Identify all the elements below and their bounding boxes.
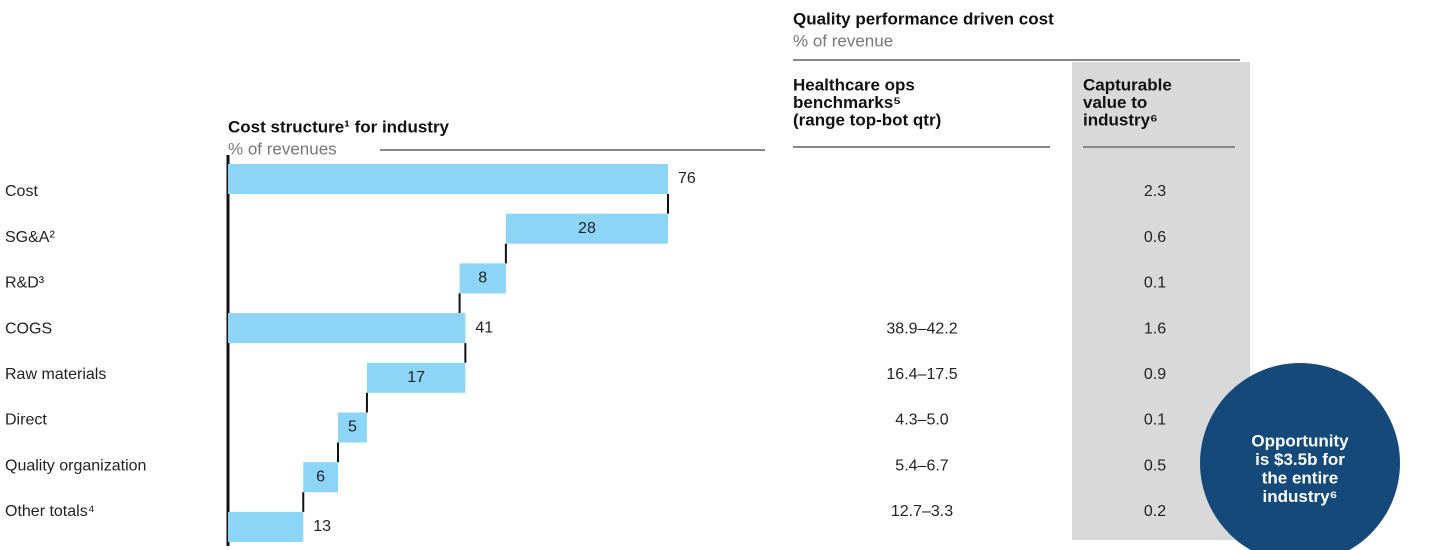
capturable-cell: 1.6 [1144,320,1166,337]
capturable-cell: 0.6 [1144,229,1166,246]
category-label: Cost [5,183,38,200]
value-label: 76 [678,170,696,187]
value-label: 6 [316,468,325,485]
column-header: benchmarks⁵ [793,93,901,112]
bar [228,164,668,194]
value-label: 41 [475,319,493,336]
capturable-cell: 0.5 [1144,457,1166,474]
bar [228,511,304,542]
callout-text: is $3.5b for [1255,450,1345,469]
category-label: COGS [5,320,52,337]
capturable-cell: 2.3 [1144,183,1166,200]
value-label: 5 [348,419,357,436]
callout-text: industry⁶ [1263,487,1338,506]
category-label: R&D³ [5,275,45,292]
bar [366,362,466,393]
category-label: Raw materials [5,366,106,383]
bar [505,213,668,244]
capturable-cell: 0.1 [1144,412,1166,429]
benchmark-cell: 12.7–3.3 [891,503,953,520]
bar [303,462,338,493]
value-label: 28 [578,220,596,237]
category-label: Direct [5,412,47,429]
chart-title: Cost structure¹ for industry [228,117,450,136]
column-header: value to [1083,93,1147,112]
bar [338,412,367,443]
callout-circle [1200,363,1400,550]
category-label: Other totals⁴ [5,503,95,520]
column-header: Capturable [1083,75,1172,94]
column-header: industry⁶ [1083,110,1158,129]
panel-title: Quality performance driven cost [793,9,1054,28]
benchmark-cell: 16.4–17.5 [886,366,957,383]
benchmark-cell: 4.3–5.0 [895,412,948,429]
value-label: 13 [313,518,331,535]
callout-text: Opportunity [1251,431,1349,450]
benchmark-cell: 5.4–6.7 [895,457,948,474]
value-label: 17 [407,369,425,386]
category-label: Quality organization [5,457,146,474]
panel-subtitle: % of revenue [793,31,893,50]
capturable-cell: 0.1 [1144,275,1166,292]
column-header: Healthcare ops [793,75,915,94]
category-label: SG&A² [5,229,55,246]
column-header: (range top-bot qtr) [793,110,941,129]
callout-text: the entire [1262,468,1339,487]
capturable-cell: 0.2 [1144,503,1166,520]
bar [459,263,506,294]
benchmark-cell: 38.9–42.2 [886,320,957,337]
capturable-cell: 0.9 [1144,366,1166,383]
bar [228,313,466,344]
value-label: 8 [478,270,487,287]
chart-subtitle: % of revenues [228,139,337,158]
